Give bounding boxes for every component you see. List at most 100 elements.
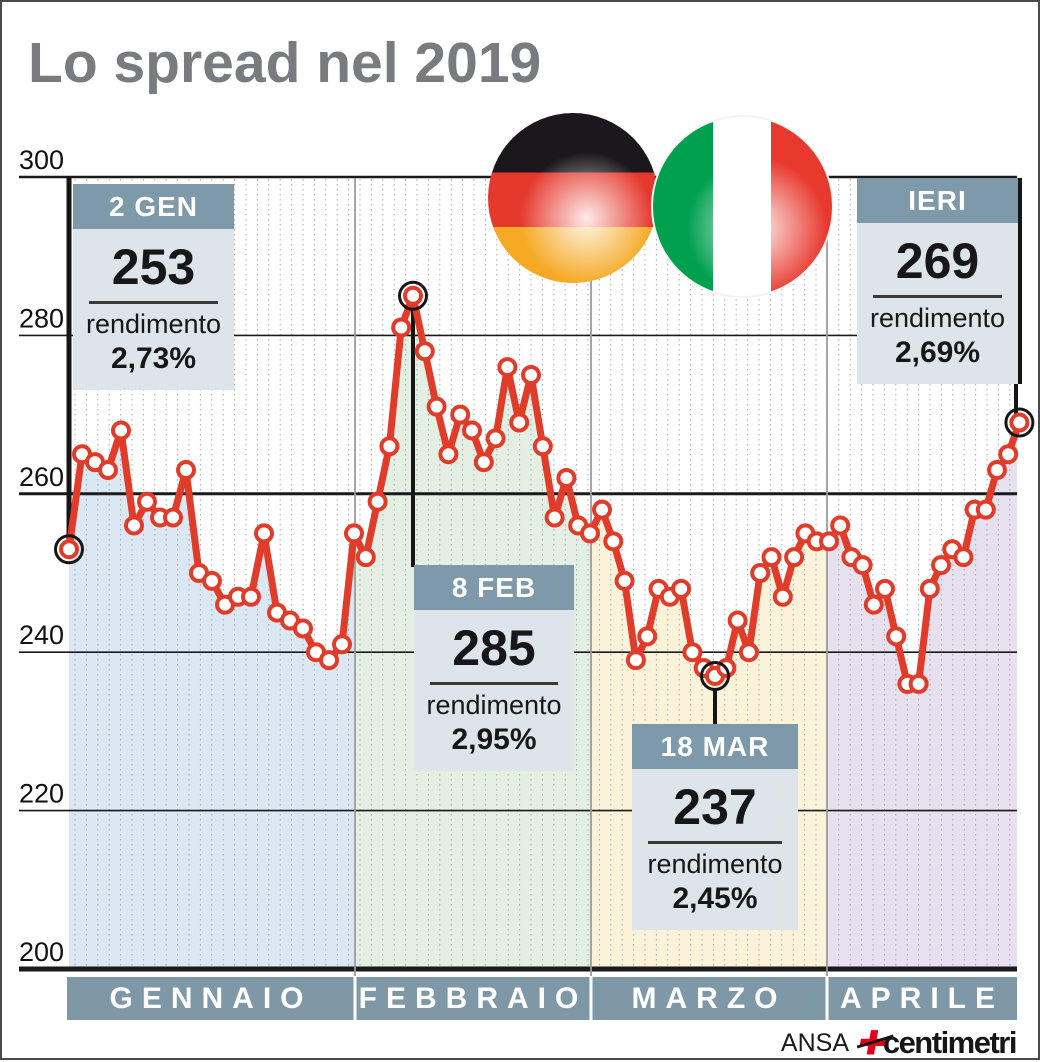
centimetri-logo: centimetri <box>882 1025 1018 1060</box>
callout-2-gen: 2 GEN 253 rendimento 2,73% <box>73 184 234 390</box>
data-point <box>450 404 471 425</box>
data-point <box>414 341 435 362</box>
data-point <box>556 467 577 488</box>
callout-ieri: IERI 269 rendimento 2,69% <box>857 178 1022 384</box>
y-axis-label: 260 <box>19 462 64 492</box>
data-point <box>750 563 771 583</box>
y-axis-label: 240 <box>19 620 64 650</box>
callout-value: 285 <box>452 620 536 676</box>
data-point <box>625 650 646 671</box>
highlight-ring <box>398 280 428 311</box>
highlight-ring <box>1004 407 1035 438</box>
month-band <box>67 977 1017 1020</box>
data-point <box>293 618 313 639</box>
data-point <box>830 515 851 536</box>
callout-divider <box>430 682 558 685</box>
data-point <box>521 365 541 385</box>
germany-flag-icon <box>488 113 658 283</box>
data-point <box>975 499 996 520</box>
data-point <box>863 594 884 615</box>
data-point <box>438 444 459 465</box>
month-label-marzo: MARZO <box>632 982 787 1015</box>
data-point <box>254 523 274 544</box>
data-point <box>908 673 929 694</box>
callout-yield-value: 2,95% <box>451 723 537 756</box>
callout-divider <box>89 301 218 304</box>
data-point <box>580 523 600 544</box>
data-point <box>391 317 412 338</box>
data-point <box>592 499 612 520</box>
data-point <box>355 547 376 568</box>
data-point <box>637 626 658 647</box>
callout-yield-value: 2,73% <box>110 342 197 375</box>
data-point <box>111 420 131 441</box>
data-point <box>682 642 703 663</box>
data-point <box>426 396 447 417</box>
data-point <box>819 531 839 552</box>
data-point <box>319 650 339 671</box>
highlight-ring <box>54 534 84 565</box>
data-point <box>919 578 940 599</box>
highlight-ring <box>700 660 730 691</box>
data-point <box>544 507 565 528</box>
data-point <box>953 547 974 568</box>
data-point <box>509 412 530 433</box>
data-point <box>761 547 782 568</box>
italy-flag-icon <box>651 115 834 298</box>
callout-yield-label: rendimento <box>647 849 783 879</box>
callout-value: 237 <box>673 779 757 835</box>
y-axis-label: 200 <box>19 937 64 967</box>
callout-yield-value: 2,69% <box>894 336 981 369</box>
data-point <box>176 460 196 481</box>
ansa-label: ANSA <box>780 1028 850 1057</box>
callout-18-mar: 18 MAR 237 rendimento 2,45% <box>632 724 798 930</box>
data-point <box>532 436 553 457</box>
data-point <box>332 634 352 655</box>
data-point <box>202 570 222 591</box>
data-point <box>875 578 895 599</box>
data-point <box>784 547 805 568</box>
data-point <box>344 523 364 544</box>
month-label-aprile: APRILE <box>840 982 1004 1015</box>
callout-yield-label: rendimento <box>85 309 222 339</box>
data-point <box>59 539 79 560</box>
callout-yield-label: rendimento <box>426 690 562 720</box>
data-point <box>462 420 482 441</box>
y-axis-label: 220 <box>19 779 64 809</box>
callout-8-feb: 8 FEB 285 rendimento 2,95% <box>414 565 574 771</box>
data-point <box>614 570 635 591</box>
data-point <box>772 586 793 607</box>
callout-yield-value: 2,45% <box>672 882 758 915</box>
y-axis-label: 300 <box>19 145 64 175</box>
data-point <box>886 626 907 647</box>
data-point <box>403 285 423 306</box>
data-point <box>738 642 759 663</box>
callout-yield-label: rendimento <box>869 303 1006 333</box>
callout-date: 8 FEB <box>414 565 574 610</box>
data-point <box>137 491 157 512</box>
credits: ANSA ✚ centimetri <box>780 1024 1018 1062</box>
data-point <box>473 452 494 473</box>
callout-divider <box>648 841 782 844</box>
callout-date: IERI <box>857 178 1018 223</box>
data-point <box>485 428 506 449</box>
data-point <box>998 444 1019 465</box>
callout-divider <box>873 295 1002 298</box>
page-title: Lo spread nel 2019 <box>28 31 542 95</box>
callout-date: 2 GEN <box>73 184 234 229</box>
data-point <box>727 610 748 631</box>
data-point <box>603 531 624 552</box>
month-label-febbraio: FEBBRAIO <box>359 982 588 1015</box>
data-point <box>931 555 951 576</box>
data-point <box>852 555 873 576</box>
data-point <box>98 460 118 481</box>
month-label-gennaio: GENNAIO <box>109 982 312 1015</box>
callout-date: 18 MAR <box>632 724 798 769</box>
data-point <box>241 586 261 607</box>
data-point <box>124 515 144 536</box>
y-axis-label: 280 <box>19 303 64 333</box>
data-point <box>497 357 518 378</box>
data-point <box>379 436 400 457</box>
callout-value: 269 <box>895 233 980 289</box>
